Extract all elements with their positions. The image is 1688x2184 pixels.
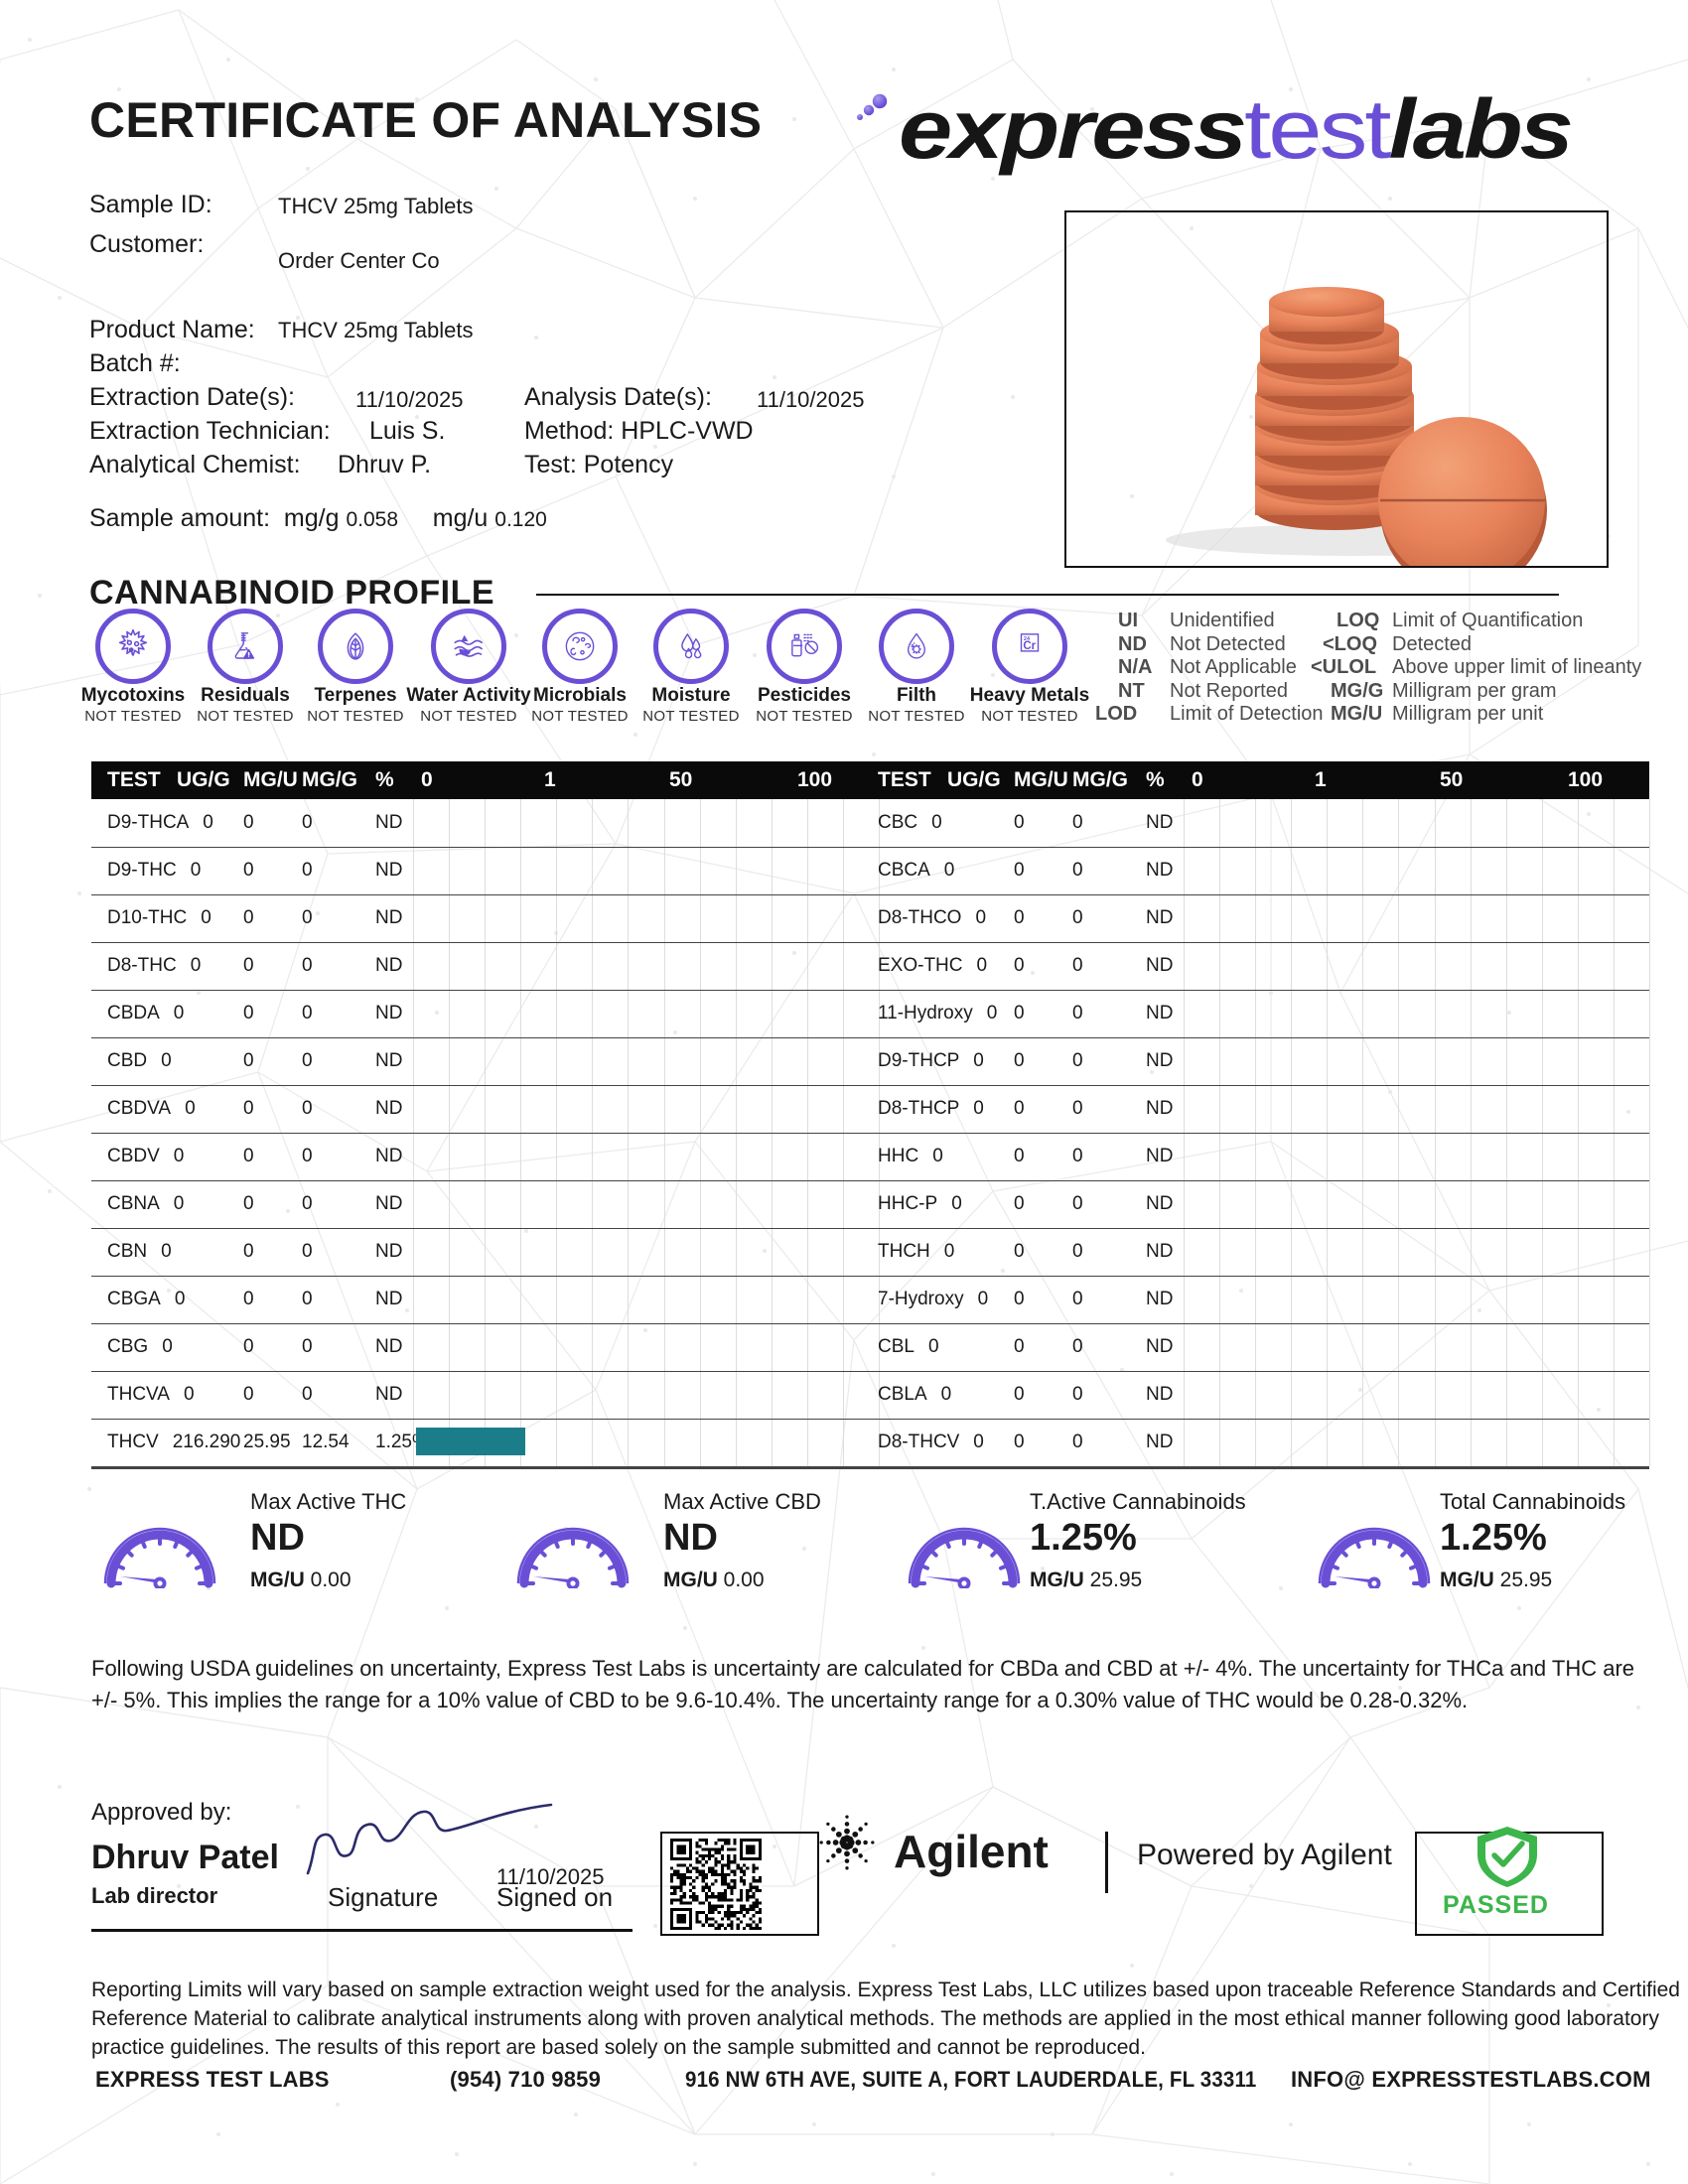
svg-text:Cr: Cr (1023, 640, 1036, 652)
